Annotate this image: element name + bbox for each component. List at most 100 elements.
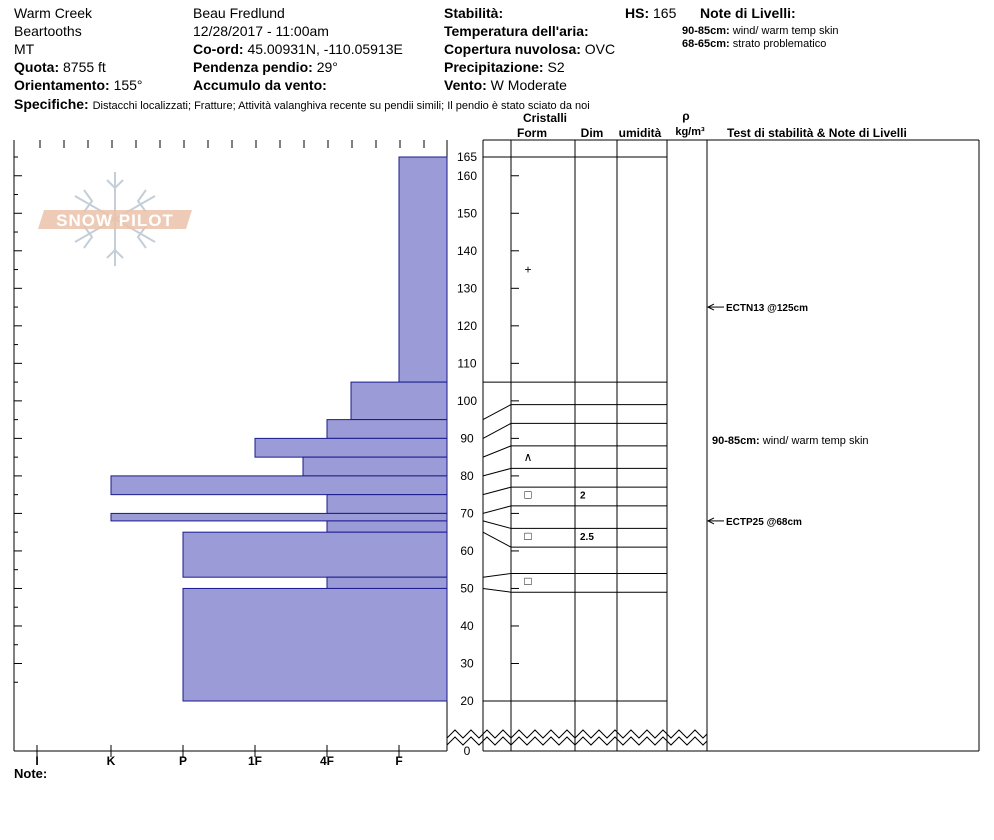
grain-symbols: + ∧ □ 2 □ 2.5 □ <box>524 263 595 588</box>
moisture-header: umidità <box>619 126 662 140</box>
wind-value: W Moderate <box>490 77 567 93</box>
height-label: 140 <box>457 244 477 258</box>
height-label: 165 <box>457 150 477 164</box>
aspect-row: Orientamento: 155° <box>14 76 143 94</box>
height-label: 110 <box>457 356 476 370</box>
note-label: Note: <box>14 766 47 781</box>
wind-label: Vento: <box>444 77 487 93</box>
height-label: 120 <box>457 319 477 333</box>
layer-connector <box>482 467 512 477</box>
hardness-bar <box>182 587 448 702</box>
density-unit-header: kg/m³ <box>675 126 705 138</box>
height-label: 130 <box>457 281 477 295</box>
layer-connector <box>482 422 512 439</box>
height-label: 160 <box>457 169 477 183</box>
height-label: 100 <box>457 394 477 408</box>
hardness-bars <box>110 156 448 702</box>
hardness-label: 1F <box>248 754 262 768</box>
hardness-label: P <box>179 754 187 768</box>
height-label: 20 <box>460 694 474 708</box>
precip-value: S2 <box>547 59 565 75</box>
height-label: 50 <box>460 581 474 595</box>
observation-datetime: 12/28/2017 - 11:00am <box>193 23 329 39</box>
layer-notes-title: Note di Livelli: <box>700 5 796 21</box>
elevation-row: Quota: 8755 ft <box>14 58 106 76</box>
hardness-bar <box>302 456 448 477</box>
layer-note-2-text: strato problematico <box>732 38 827 50</box>
hardness-bar <box>110 512 448 522</box>
logo-banner <box>38 210 192 229</box>
size-header: Dim <box>581 126 604 140</box>
layer-note-2: 68-65cm: strato problematico <box>682 38 826 51</box>
grain-form: □ <box>524 488 531 502</box>
rho-header: ρ <box>682 109 689 123</box>
specifics-row: Specifiche: Distacchi localizzati; Fratt… <box>14 95 590 115</box>
specifics-text: Distacchi localizzati; Fratture; Attivit… <box>92 100 590 112</box>
hardness-label: I <box>35 754 38 768</box>
wind-loading-row: Accumulo da vento: <box>193 76 327 94</box>
test-label: ECTN13 @125cm <box>726 303 808 314</box>
height-axis: 0 20 30 40 50 60 70 80 90 100 110 120 130 140 150 160 16… <box>457 150 667 758</box>
wind-row: Vento: W Moderate <box>444 76 567 94</box>
hardness-bar <box>398 156 448 383</box>
plot-layer-note: 90-85cm: wind/ warm temp skin <box>712 435 869 447</box>
hardness-bar <box>326 576 448 589</box>
hardness-label: F <box>395 754 402 768</box>
grain-form: ∧ <box>524 450 533 464</box>
stability-label: Stabilità: <box>444 5 504 21</box>
grain-size: 2.5 <box>580 532 594 543</box>
hardness-bar <box>326 419 448 439</box>
grain-size: 2 <box>580 491 586 502</box>
snowpilot-logo: SNOW PILOT <box>38 172 192 266</box>
layer-connector <box>482 520 512 529</box>
hardness-label: 4F <box>320 754 334 768</box>
plot-layer-note-body: wind/ warm temp skin <box>762 435 869 447</box>
elevation-label: Quota: <box>14 59 60 75</box>
height-label: 80 <box>460 469 474 483</box>
layer-note-1: 90-85cm: wind/ warm temp skin <box>682 25 839 38</box>
layer-note-1-text: wind/ warm temp skin <box>732 25 839 37</box>
form-header: Form <box>517 126 547 140</box>
hardness-plot: I K P 1F 4F F <box>13 140 448 768</box>
hs-label: HS: <box>625 5 650 21</box>
hardness-bar <box>350 381 448 421</box>
plot-layer-note-text: 90-85cm: wind/ warm temp skin <box>712 435 869 447</box>
slope-label: Pendenza pendio: <box>193 59 313 75</box>
specifics-label: Specifiche: <box>14 96 89 112</box>
hs-row: HS: 165 <box>625 4 676 22</box>
hardness-bar <box>182 531 448 578</box>
hardness-bar <box>326 520 448 533</box>
height-label: 30 <box>460 656 474 670</box>
height-label: 90 <box>460 431 474 445</box>
grain-form: □ <box>524 574 531 588</box>
range-name: Beartooths <box>14 23 82 39</box>
tests-notes-header: Test di stabilità & Note di Livelli <box>727 126 907 140</box>
slope-value: 29° <box>316 59 338 75</box>
hardness-axis-labels: I K P 1F 4F F <box>35 745 403 768</box>
stability-row: Stabilità: <box>444 4 503 22</box>
layer-connector <box>482 445 512 458</box>
hardness-label: K <box>107 754 116 768</box>
slope-row: Pendenza pendio: 29° <box>193 58 338 76</box>
grain-form: □ <box>524 529 531 543</box>
axis-break-top <box>446 729 708 739</box>
hs-value: 165 <box>653 5 677 21</box>
location-name: Warm Creek <box>14 5 93 21</box>
air-temp-row: Temperatura dell'aria: <box>444 22 589 40</box>
sky-row: Copertura nuvolosa: OVC <box>444 40 615 58</box>
observer-name: Beau Fredlund <box>193 5 285 21</box>
coord-label: Co-ord: <box>193 41 244 57</box>
height-label: 0 <box>464 744 471 758</box>
test-label: ECTP25 @68cm <box>726 517 802 528</box>
precip-label: Precipitazione: <box>444 59 544 75</box>
hardness-bar <box>110 475 448 496</box>
plot-layer-note-range: 90-85cm: <box>712 435 760 447</box>
test-arrow-head <box>706 303 715 311</box>
sky-label: Copertura nuvolosa: <box>444 41 581 57</box>
air-temp-label: Temperatura dell'aria: <box>444 23 589 39</box>
layer-connector <box>482 404 512 421</box>
layer-note-2-range: 68-65cm: <box>682 38 730 50</box>
state-name: MT <box>14 41 35 57</box>
hardness-bar <box>254 437 448 458</box>
